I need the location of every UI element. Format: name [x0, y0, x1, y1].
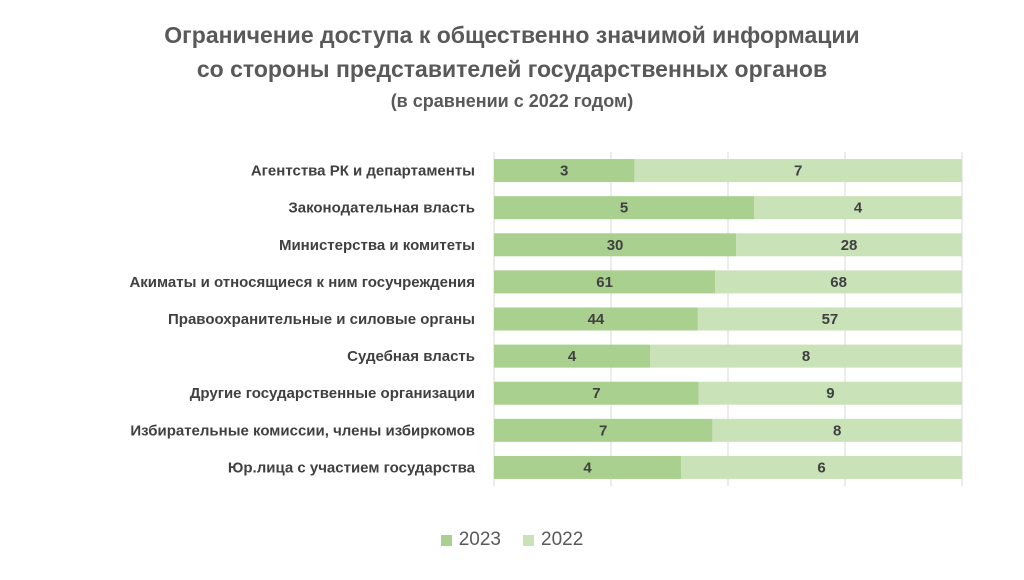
bar-2023	[494, 307, 698, 331]
bar-2023	[494, 233, 737, 257]
data-label-2023: 30	[607, 237, 624, 254]
bar-2022	[715, 270, 962, 294]
bar-2022	[698, 381, 962, 405]
category-label: Другие государственные организации	[190, 385, 475, 402]
data-label-2023: 7	[599, 422, 607, 439]
legend-swatch	[523, 534, 534, 546]
data-label-2023: 44	[588, 311, 605, 328]
bar-2022	[736, 233, 962, 257]
bar-2023	[494, 159, 635, 183]
data-label-2022: 8	[802, 348, 810, 365]
bar-2023	[494, 270, 716, 294]
category-label: Агентства РК и департаменты	[251, 163, 475, 180]
category-label: Законодательная власть	[288, 200, 475, 217]
legend-label: 2022	[541, 529, 584, 550]
bar-2023	[494, 381, 699, 405]
data-label-2022: 4	[854, 200, 863, 217]
category-label: Правоохранительные и силовые органы	[168, 311, 475, 328]
chart-subtitle: (в сравнении с 2022 годом)	[390, 91, 634, 111]
data-label-2022: 9	[826, 385, 834, 402]
legend-swatch	[440, 534, 452, 546]
category-label: Министерства и комитеты	[279, 237, 475, 254]
data-label-2022: 28	[841, 237, 858, 254]
data-label-2023: 4	[568, 348, 577, 365]
data-label-2023: 5	[620, 200, 628, 217]
legend-item: 2023	[440, 529, 501, 551]
data-label-2022: 68	[830, 274, 847, 291]
data-label-2023: 61	[596, 274, 613, 291]
chart-title-line2: со стороны представителей государственны…	[196, 56, 828, 82]
bar-2022	[712, 418, 962, 442]
legend: 2023 2022	[0, 529, 1024, 551]
data-label-2023: 4	[583, 459, 592, 476]
bar-2023	[494, 196, 754, 220]
category-label: Судебная власть	[347, 348, 475, 365]
category-label: Юр.лица с участием государства	[228, 459, 476, 476]
data-label-2023: 7	[592, 385, 600, 402]
bar-2023	[494, 418, 713, 442]
legend-item: 2022	[523, 529, 583, 551]
category-label: Избирательные комиссии, члены избиркомов	[130, 422, 475, 439]
data-label-2022: 8	[833, 422, 841, 439]
data-label-2022: 57	[822, 311, 839, 328]
chart-title: Ограничение доступа к общественно значим…	[164, 22, 860, 48]
data-label-2022: 7	[794, 163, 802, 180]
bar-2022	[650, 344, 962, 368]
category-label: Акиматы и относящиеся к ним госучреждени…	[129, 274, 475, 291]
bars	[494, 159, 962, 479]
labels: 3 7 Агентства РК и департаменты 5 4 Законодат…	[129, 163, 862, 477]
bar-2022	[697, 307, 962, 331]
bar-2023	[494, 344, 650, 368]
legend-label: 2023	[458, 529, 501, 550]
data-label-2023: 3	[560, 163, 568, 180]
data-label-2022: 6	[817, 459, 825, 476]
bar-2022	[681, 455, 962, 479]
bar-2022	[754, 196, 962, 220]
bar-2023	[494, 455, 682, 479]
bar-2022	[634, 159, 962, 183]
